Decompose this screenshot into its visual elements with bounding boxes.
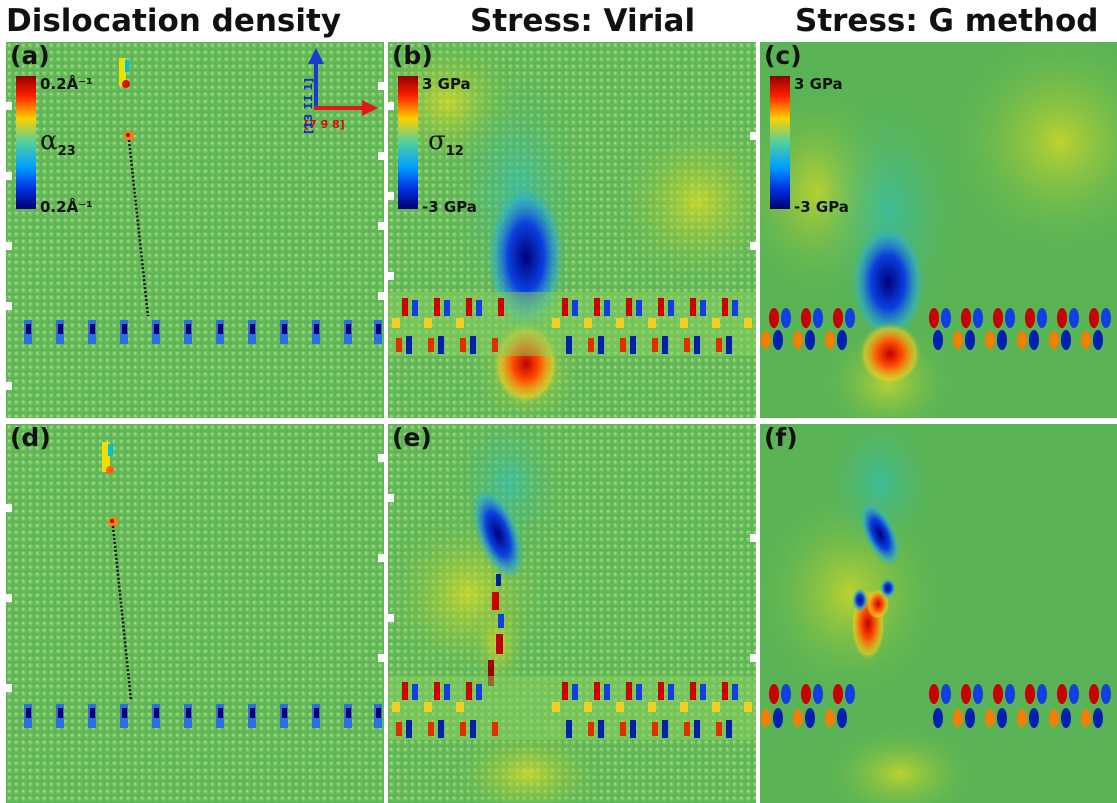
sigma-symbol: σ12 [428,126,464,160]
panel-a-image [6,42,384,418]
gb-stress-band-smooth [761,308,1111,350]
direction-label-vertical: [13 1̄1̄ 1] [302,78,315,134]
emitted-dislocation [119,58,134,141]
panel-b-image [388,42,756,418]
panel-e-image [388,424,756,803]
panel-f: (f) [760,424,1117,803]
panel-label-c: (c) [764,42,802,70]
panel-a: (a) 0.2Å⁻¹ 0.2Å⁻¹ α23 [7̄ 9̄ 8̄] [13 1̄1… [6,42,384,418]
colorbar-a [16,76,36,209]
gb-dislocation-markers [24,320,382,344]
gb-stress-band [388,292,756,356]
dislocation-path-line-d [111,525,133,701]
panel-label-f: (f) [764,424,798,452]
panel-c: (c) 3 GPa -3 GPa [760,42,1117,418]
title-stress-virial: Stress: Virial [470,3,696,39]
panel-f-image [760,424,1117,803]
direction-label-horizontal: [7̄ 9̄ 8̄] [304,118,345,131]
dislocation-core-stress [488,574,504,686]
colorbar-c-top-label: 3 GPa [794,75,843,93]
colorbar-a-bottom-label: 0.2Å⁻¹ [40,198,93,216]
colorbar-b-bottom-label: -3 GPa [422,198,477,216]
gb-stress-band-smooth-f [761,684,1111,728]
colorbar-c [770,76,790,209]
gb-dislocation-markers-d [24,704,382,728]
panel-d-image [6,424,384,803]
surface-edge-notches [6,82,384,390]
title-dislocation-density: Dislocation density [6,3,342,39]
panel-c-image [760,42,1117,418]
vertical-arrow-icon [308,48,324,64]
title-stress-g-method: Stress: G method [795,3,1099,39]
alpha-symbol: α23 [40,126,76,160]
panel-label-e: (e) [392,424,432,452]
panel-e: (e) [388,424,756,803]
colorbar-a-top-label: 0.2Å⁻¹ [40,75,93,93]
colorbar-b [398,76,418,209]
panel-label-b: (b) [392,42,433,70]
gb-stress-band-e [388,676,756,740]
panel-label-a: (a) [10,42,50,70]
colorbar-c-bottom-label: -3 GPa [794,198,849,216]
horizontal-arrow-icon [362,100,378,116]
axes-indicator [308,48,378,116]
emitted-dislocation-d [102,442,118,527]
panel-d: (d) [6,424,384,803]
colorbar-b-top-label: 3 GPa [422,75,471,93]
panel-label-d: (d) [10,424,51,452]
dislocation-path-line [127,139,150,317]
panel-b: (b) 3 GPa -3 GPa σ12 [388,42,756,418]
